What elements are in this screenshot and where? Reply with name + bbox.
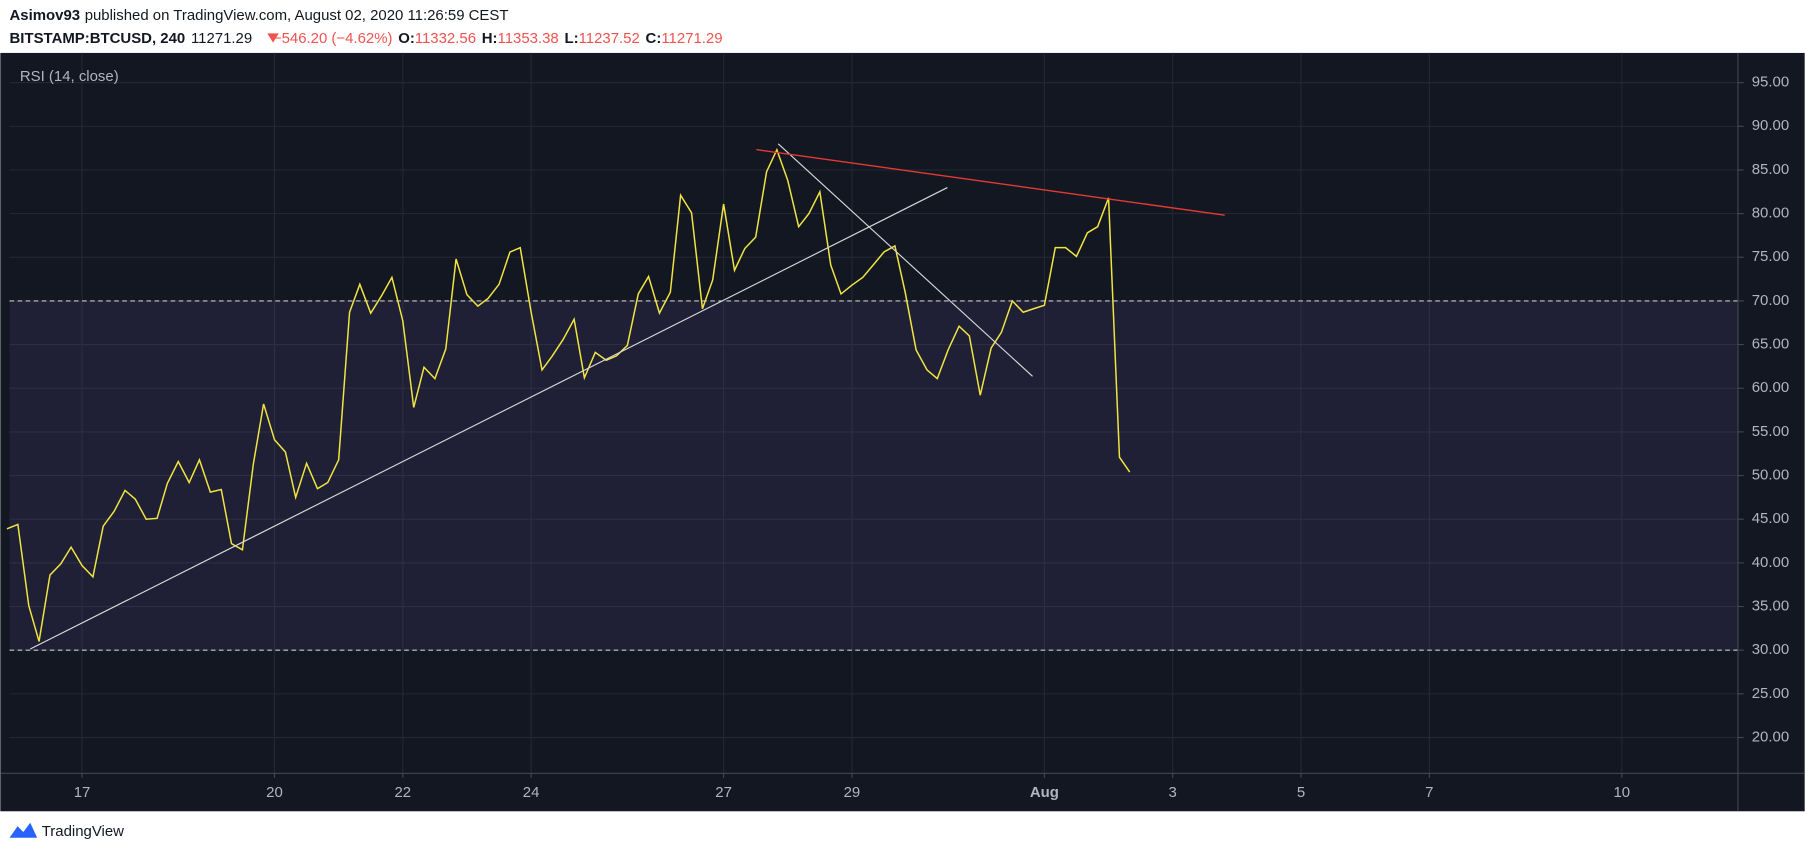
rsi-line	[6, 147, 1131, 642]
trend-line	[777, 143, 1033, 377]
change: −546.20 (−4.62%)	[273, 30, 393, 47]
ohlc-label: H:	[482, 30, 498, 47]
author: Asimov93	[10, 7, 81, 24]
x-tick-label: 27	[715, 784, 732, 801]
y-tick-label: 65.00	[1752, 336, 1789, 353]
plot-area: 20.00 25.00 30.00 35.00 40.00 45.00 50.00 55.00…	[6, 52, 1789, 801]
ohlc-value: 11271.29	[661, 30, 722, 47]
y-tick-label: 85.00	[1752, 161, 1789, 178]
ohlc-label: L:	[564, 30, 578, 47]
ohlc-value: 11237.52	[579, 30, 640, 47]
x-tick-label: Aug	[1030, 784, 1059, 801]
trend-line	[756, 148, 1225, 216]
down-arrow-icon	[267, 33, 279, 43]
y-tick-label: 60.00	[1752, 379, 1789, 396]
y-tick-label: 95.00	[1752, 74, 1789, 91]
ohlc-value: 11332.56	[415, 30, 476, 47]
x-tick-label: 29	[844, 784, 861, 801]
indicator-label: RSI (14, close)	[20, 68, 119, 85]
x-tick-label: 24	[523, 784, 540, 801]
x-tick-label: 7	[1425, 784, 1433, 801]
y-tick-label: 50.00	[1752, 467, 1789, 484]
y-tick-label: 20.00	[1752, 728, 1789, 745]
ohlc-value: 11353.38	[498, 30, 559, 47]
y-tick-label: 55.00	[1752, 423, 1789, 440]
logo-icon	[9, 822, 38, 838]
x-tick-label: 10	[1613, 784, 1630, 801]
x-tick-label: 3	[1169, 784, 1177, 801]
last-price: 11271.29	[191, 30, 252, 47]
level-band	[9, 300, 1738, 651]
header-line-2: BITSTAMP:BTCUSD, 240 11271.29 −546.20 (−4.…	[10, 30, 723, 47]
trend-line	[29, 187, 948, 650]
published: published on TradingView.com, August 02,…	[85, 7, 509, 24]
x-tick-label: 22	[395, 784, 412, 801]
y-tick-label: 80.00	[1752, 205, 1789, 222]
x-tick-label: 17	[74, 784, 91, 801]
ohlc-label: C:	[646, 30, 662, 47]
y-tick-label: 25.00	[1752, 685, 1789, 702]
y-tick-label: 75.00	[1752, 248, 1789, 265]
tradingview-logo: TradingView	[9, 822, 124, 840]
y-tick-label: 30.00	[1752, 641, 1789, 658]
x-tick-label: 5	[1297, 784, 1305, 801]
y-tick-label: 70.00	[1752, 292, 1789, 309]
y-tick-label: 40.00	[1752, 554, 1789, 571]
y-tick-label: 90.00	[1752, 117, 1789, 134]
header-line-1: Asimov93 published on TradingView.com, Au…	[10, 7, 509, 24]
symbol: BITSTAMP:BTCUSD, 240	[10, 30, 186, 47]
ohlc-label: O:	[398, 30, 415, 47]
brand: TradingView	[42, 823, 124, 840]
y-tick-label: 45.00	[1752, 510, 1789, 527]
y-tick-label: 35.00	[1752, 597, 1789, 614]
x-tick-label: 20	[266, 784, 283, 801]
